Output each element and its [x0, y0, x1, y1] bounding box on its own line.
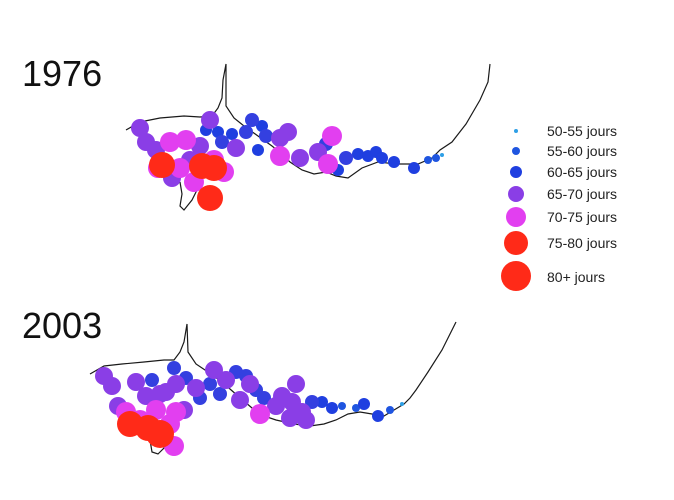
legend-label: 80+ jours	[547, 269, 605, 285]
legend-label: 60-65 jours	[547, 164, 617, 180]
station-dot	[316, 396, 328, 408]
station-dot	[201, 111, 219, 129]
legend-swatch	[504, 231, 528, 255]
year-label-1976: 1976	[22, 53, 103, 94]
station-dot	[226, 128, 238, 140]
legend: 50-55 jours 55-60 jours 60-65 jours 65-7…	[501, 123, 617, 291]
station-dot	[170, 158, 190, 178]
legend-item-80-plus: 80+ jours	[501, 261, 605, 291]
station-dot	[400, 402, 404, 406]
station-dot	[217, 371, 235, 389]
station-dot	[176, 130, 196, 150]
station-dot	[352, 148, 364, 160]
station-dot	[157, 383, 175, 401]
station-dot	[241, 375, 259, 393]
station-dot	[358, 398, 370, 410]
station-dot	[167, 361, 181, 375]
station-dot	[231, 391, 249, 409]
station-dot	[257, 391, 271, 405]
station-dot	[372, 410, 384, 422]
station-dot	[205, 361, 223, 379]
legend-item-55-60: 55-60 jours	[512, 143, 617, 159]
legend-label: 50-55 jours	[547, 123, 617, 139]
station-dot	[326, 402, 338, 414]
legend-item-75-80: 75-80 jours	[504, 231, 617, 255]
station-dot	[287, 375, 305, 393]
station-dot	[239, 125, 253, 139]
year-label-2003: 2003	[22, 305, 103, 346]
station-dot	[252, 144, 264, 156]
legend-label: 75-80 jours	[547, 235, 617, 251]
station-dot	[187, 379, 205, 397]
station-dot	[215, 135, 229, 149]
coastline	[89, 321, 457, 427]
station-dot	[212, 126, 224, 138]
station-dot	[131, 119, 149, 137]
map-2003	[89, 321, 457, 456]
station-dot	[388, 156, 400, 168]
station-dot	[146, 400, 166, 420]
station-dot	[227, 139, 245, 157]
legend-item-50-55: 50-55 jours	[514, 123, 617, 139]
legend-item-65-70: 65-70 jours	[508, 186, 617, 202]
legend-swatch	[512, 147, 520, 155]
station-dot	[322, 126, 342, 146]
station-dot	[408, 162, 420, 174]
coastline-gulf	[179, 181, 199, 211]
station-dot	[305, 395, 319, 409]
station-dot	[279, 123, 297, 141]
station-dot	[339, 151, 353, 165]
legend-swatch	[501, 261, 531, 291]
station-dot	[160, 132, 180, 152]
station-dot	[127, 373, 145, 391]
station-dot	[338, 402, 346, 410]
legend-label: 65-70 jours	[547, 186, 617, 202]
station-dot	[166, 402, 186, 422]
legend-item-70-75: 70-75 jours	[506, 207, 617, 227]
station-dot	[103, 377, 121, 395]
legend-label: 55-60 jours	[547, 143, 617, 159]
legend-swatch	[506, 207, 526, 227]
station-dot	[145, 373, 159, 387]
legend-item-60-65: 60-65 jours	[510, 164, 617, 180]
station-dot	[281, 409, 299, 427]
station-dot	[352, 404, 360, 412]
station-dot	[432, 154, 440, 162]
legend-swatch	[510, 166, 522, 178]
station-dot	[149, 152, 175, 178]
station-dot	[424, 156, 432, 164]
legend-label: 70-75 jours	[547, 209, 617, 225]
station-dot	[270, 146, 290, 166]
station-dot	[291, 149, 309, 167]
station-dot	[318, 154, 338, 174]
map-1976	[125, 63, 491, 211]
station-dot	[250, 404, 270, 424]
station-dot	[213, 387, 227, 401]
station-dot	[259, 129, 273, 143]
station-dot	[256, 120, 268, 132]
station-dot	[297, 411, 315, 429]
station-dot	[245, 113, 259, 127]
station-dot	[146, 420, 174, 448]
station-dot	[197, 185, 223, 211]
station-dot	[201, 155, 227, 181]
station-dot	[376, 152, 388, 164]
station-dot	[440, 153, 444, 157]
station-dot	[386, 406, 394, 414]
legend-swatch	[508, 186, 524, 202]
legend-swatch	[514, 129, 518, 133]
station-dot	[203, 377, 217, 391]
station-dot	[137, 387, 155, 405]
